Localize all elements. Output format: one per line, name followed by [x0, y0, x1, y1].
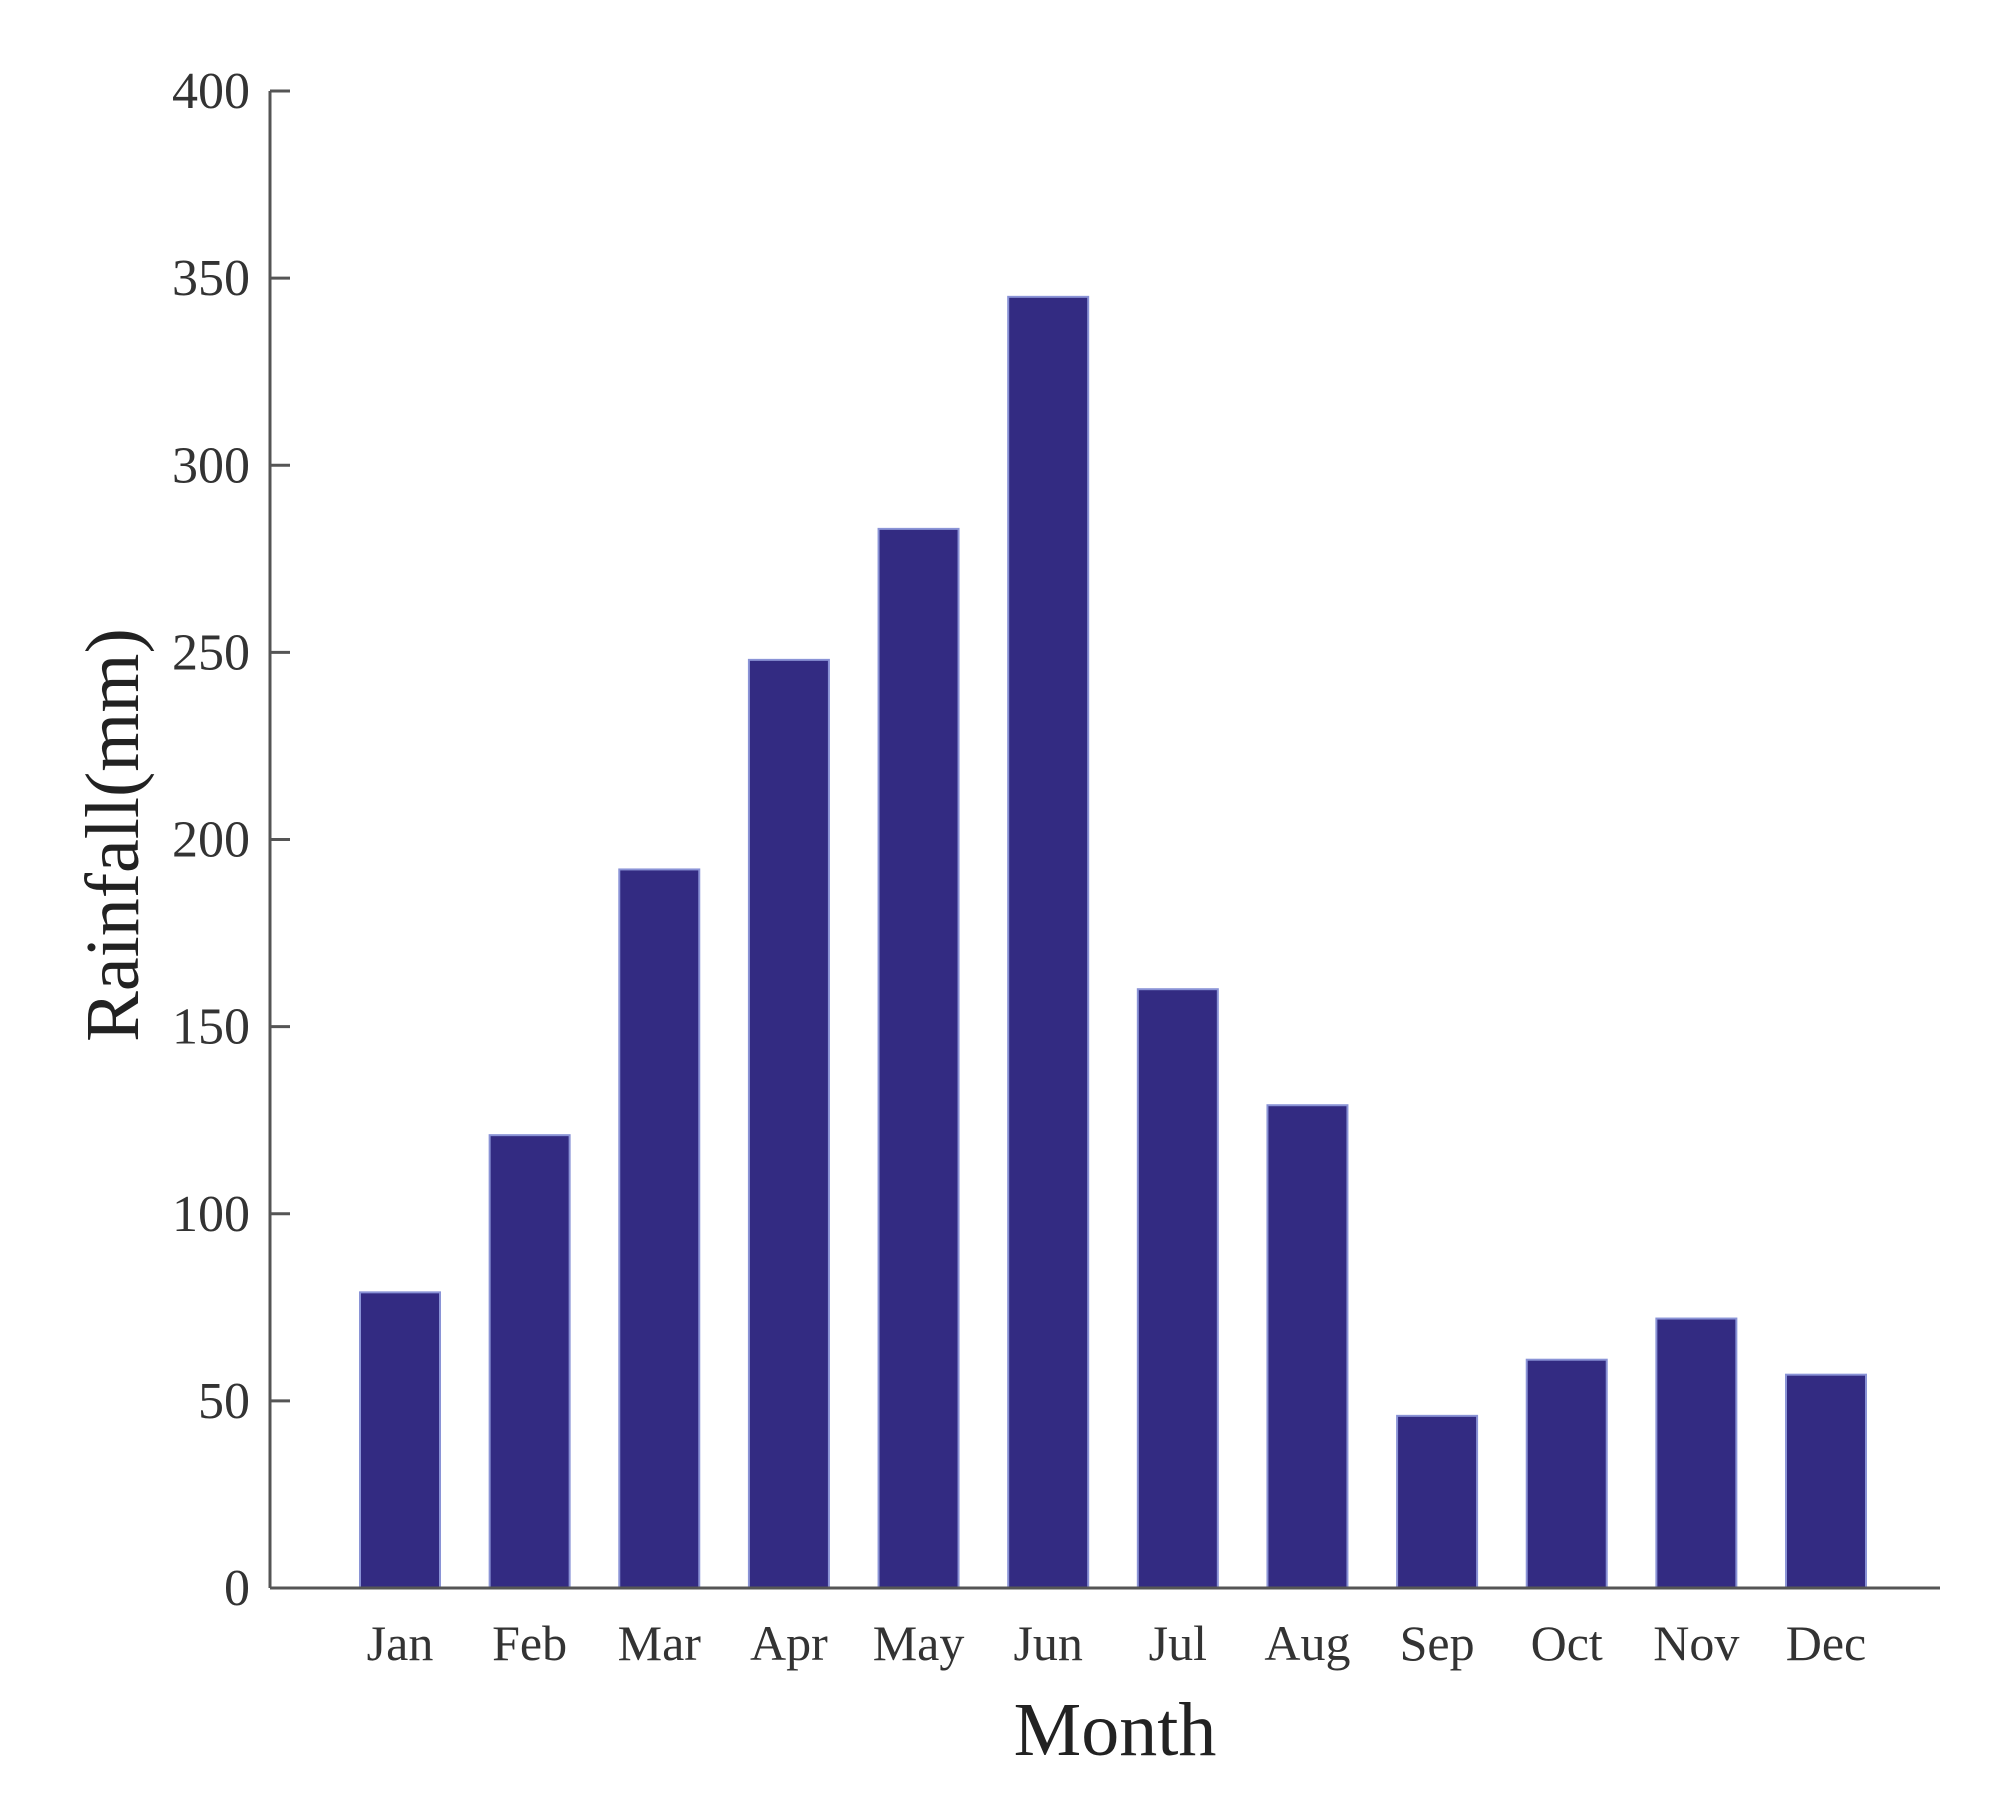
x-tick-label-jul: Jul [1149, 1615, 1207, 1671]
y-tick-label: 50 [198, 1373, 250, 1430]
x-tick-label-aug: Aug [1264, 1615, 1350, 1671]
y-tick-label: 400 [172, 63, 250, 120]
bar-may [877, 527, 960, 1589]
x-tick-label-jun: Jun [1013, 1615, 1082, 1671]
y-tick-label: 100 [172, 1186, 250, 1243]
bar-dec [1785, 1373, 1867, 1589]
bar-jan [359, 1291, 441, 1590]
x-tick-label-mar: Mar [618, 1615, 702, 1671]
bar-oct [1525, 1358, 1608, 1590]
x-tick-label-nov: Nov [1653, 1615, 1739, 1671]
x-axis-ticks: Jan Feb Mar Apr May Jun Jul Aug Sep Oct Nov Dec [367, 1615, 1867, 1671]
bar-sep [1396, 1414, 1479, 1589]
bar-jul [1136, 988, 1219, 1589]
y-tick-label: 250 [172, 624, 250, 681]
bars-layer [359, 295, 1867, 1590]
x-tick-label-jan: Jan [367, 1615, 434, 1671]
x-tick-label-feb: Feb [492, 1615, 567, 1671]
bar-feb [488, 1134, 571, 1589]
y-tick-label: 200 [172, 812, 250, 869]
y-axis-title: Rainfall(mm) [71, 628, 155, 1042]
x-tick-label-may: May [873, 1615, 965, 1671]
bar-jun [1007, 295, 1090, 1589]
bar-mar [618, 868, 701, 1589]
y-tick-label: 300 [172, 437, 250, 494]
bar-apr [747, 658, 830, 1589]
y-axis-ticks: 0 50 100 150 200 250 300 350 400 [172, 63, 290, 1617]
bar-aug [1266, 1104, 1349, 1590]
x-tick-label-sep: Sep [1400, 1615, 1475, 1671]
y-tick-label: 0 [224, 1560, 250, 1617]
x-tick-label-oct: Oct [1531, 1615, 1603, 1671]
x-tick-label-dec: Dec [1786, 1615, 1867, 1671]
y-tick-label: 150 [172, 999, 250, 1056]
y-tick-label: 350 [172, 250, 250, 307]
x-axis-title: Month [1014, 1688, 1217, 1772]
x-tick-label-apr: Apr [750, 1615, 828, 1671]
bar-nov [1655, 1317, 1738, 1590]
